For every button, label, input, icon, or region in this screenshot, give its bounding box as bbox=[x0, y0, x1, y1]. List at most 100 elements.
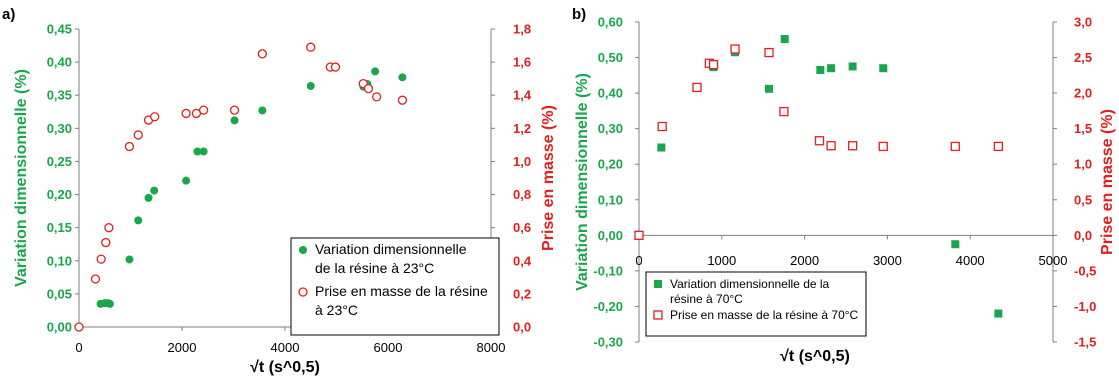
data-point-mass bbox=[96, 254, 106, 264]
data-point-dimension bbox=[144, 193, 153, 202]
x-axis-title: √t (s^0,5) bbox=[250, 359, 320, 376]
x-tick-label: 5000 bbox=[1039, 253, 1068, 268]
legend-entry-label: Variation dimensionnelle de la résine à 2… bbox=[315, 241, 467, 276]
data-point-mass bbox=[397, 95, 408, 105]
right-tick-label: 2,5 bbox=[1074, 50, 1092, 65]
right-tick-label: 3,0 bbox=[1074, 15, 1092, 30]
x-tick-label: 0 bbox=[635, 253, 642, 268]
x-tick-label: 1000 bbox=[707, 253, 736, 268]
data-point-dimension bbox=[780, 35, 789, 44]
right-tick-label: 1,0 bbox=[513, 154, 531, 169]
left-axis-title: Variation dimensionnelle (%) bbox=[13, 69, 30, 287]
data-point-mass bbox=[814, 136, 825, 146]
left-tick-label: 0,05 bbox=[47, 286, 72, 301]
data-point-mass bbox=[779, 106, 789, 117]
panel-label: b) bbox=[572, 6, 586, 23]
legend-entry-label: Prise en masse de la résine à 70°C bbox=[670, 308, 859, 322]
data-point-dimension bbox=[398, 73, 407, 82]
data-point-mass bbox=[372, 92, 382, 102]
right-tick-label: 0,0 bbox=[1074, 228, 1092, 243]
left-tick-label: 0,40 bbox=[598, 86, 623, 101]
right-tick-label: 0,0 bbox=[513, 320, 531, 335]
data-point-mass bbox=[150, 112, 160, 122]
right-tick-label: 1,0 bbox=[1074, 157, 1092, 172]
data-point-dimension bbox=[994, 309, 1003, 318]
left-tick-label: 0,60 bbox=[598, 15, 623, 30]
left-tick-label: -0,10 bbox=[593, 263, 623, 278]
data-point-mass bbox=[708, 60, 719, 70]
left-tick-label: 0,20 bbox=[598, 157, 623, 172]
panel-label: a) bbox=[2, 6, 15, 23]
right-tick-label: 1,6 bbox=[513, 55, 531, 70]
x-axis-title: √t (s^0,5) bbox=[780, 348, 850, 365]
left-tick-label: 0,35 bbox=[47, 88, 72, 103]
x-tick-label: 4000 bbox=[271, 340, 300, 355]
left-tick-label: 0,20 bbox=[47, 187, 72, 202]
left-tick-label: 0,00 bbox=[598, 228, 623, 243]
data-point-mass bbox=[878, 141, 888, 152]
left-tick-label: 0,50 bbox=[598, 50, 623, 65]
data-point-dimension bbox=[371, 67, 380, 76]
data-point-mass bbox=[198, 105, 209, 115]
data-point-mass bbox=[657, 121, 667, 132]
data-point-dimension bbox=[258, 106, 267, 115]
chart-panel-b: -0,30-0,20-0,100,000,100,200,300,400,500… bbox=[572, 6, 1116, 365]
right-tick-label: 2,0 bbox=[1074, 86, 1092, 101]
left-tick-label: 0,00 bbox=[47, 320, 72, 335]
data-point-mass bbox=[133, 130, 143, 140]
data-point-dimension bbox=[879, 64, 888, 73]
legend-marker bbox=[654, 280, 662, 288]
data-point-mass bbox=[730, 44, 740, 54]
data-point-dimension bbox=[951, 240, 960, 249]
right-tick-label: 0,5 bbox=[1074, 192, 1092, 207]
left-tick-label: -0,30 bbox=[593, 335, 623, 350]
x-tick-label: 2000 bbox=[168, 340, 197, 355]
left-tick-label: 0,10 bbox=[47, 253, 72, 268]
right-tick-label: 1,5 bbox=[1074, 121, 1092, 136]
right-tick-label: 1,2 bbox=[513, 121, 531, 136]
chart-panel-a: 0,000,050,100,150,200,250,300,350,400,45… bbox=[2, 6, 557, 376]
data-point-mass bbox=[90, 274, 101, 284]
data-point-dimension bbox=[848, 62, 857, 71]
data-point-mass bbox=[826, 141, 836, 151]
right-tick-label: -0,5 bbox=[1074, 263, 1096, 278]
data-point-dimension bbox=[199, 147, 208, 156]
right-tick-label: 1,8 bbox=[513, 22, 531, 37]
right-axis-title: Prise en masse (%) bbox=[540, 105, 557, 251]
right-tick-label: 0,2 bbox=[513, 286, 531, 301]
legend-entry-label: Variation dimensionnelle de la résine à 7… bbox=[670, 277, 830, 306]
data-point-dimension bbox=[150, 186, 159, 195]
right-axis-title: Prise en masse (%) bbox=[1099, 109, 1116, 255]
right-tick-label: 0,8 bbox=[513, 187, 531, 202]
data-point-mass bbox=[101, 237, 111, 248]
left-tick-label: 0,10 bbox=[598, 192, 623, 207]
data-point-dimension bbox=[182, 176, 191, 185]
data-point-mass bbox=[74, 322, 84, 332]
data-point-mass bbox=[363, 83, 374, 94]
data-point-mass bbox=[847, 141, 858, 151]
legend-marker bbox=[298, 287, 308, 297]
x-tick-label: 0 bbox=[75, 340, 82, 355]
left-tick-label: 0,40 bbox=[47, 55, 72, 70]
left-tick-label: 0,45 bbox=[47, 22, 72, 37]
left-tick-label: 0,30 bbox=[47, 121, 72, 136]
left-tick-label: 0,30 bbox=[598, 121, 623, 136]
data-point-dimension bbox=[105, 299, 114, 308]
legend-box bbox=[645, 271, 867, 337]
left-axis-title: Variation dimensionnelle (%) bbox=[574, 73, 591, 291]
data-point-mass bbox=[181, 108, 191, 119]
right-tick-label: -1,5 bbox=[1074, 335, 1096, 350]
data-point-dimension bbox=[827, 64, 836, 73]
right-tick-label: 0,4 bbox=[513, 253, 532, 268]
legend-entry-label: Prise en masse de la résine à 23°C bbox=[315, 283, 488, 318]
data-point-mass bbox=[306, 42, 316, 52]
data-point-mass bbox=[229, 105, 240, 115]
data-point-mass bbox=[950, 141, 960, 152]
right-tick-label: 0,6 bbox=[513, 220, 531, 235]
data-point-mass bbox=[330, 62, 341, 72]
data-point-mass bbox=[993, 141, 1004, 152]
x-tick-label: 2000 bbox=[790, 253, 819, 268]
data-point-mass bbox=[692, 82, 702, 93]
data-point-dimension bbox=[125, 255, 134, 264]
